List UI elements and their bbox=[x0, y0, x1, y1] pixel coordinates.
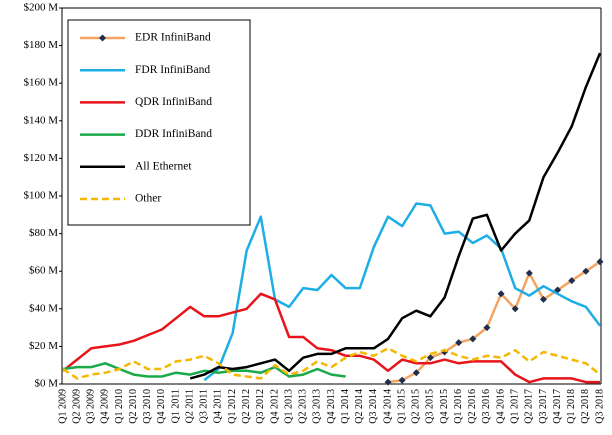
y-tick-label: $20 M bbox=[29, 340, 58, 352]
y-tick-label: $120 M bbox=[23, 152, 58, 164]
legend-label: FDR InfiniBand bbox=[135, 64, 210, 76]
point-marker bbox=[398, 376, 406, 384]
x-tick-label: Q2 2010 bbox=[128, 389, 139, 424]
x-tick-label: Q3 2013 bbox=[312, 389, 323, 424]
point-marker bbox=[384, 378, 392, 386]
x-tick-label: Q4 2017 bbox=[552, 389, 563, 424]
point-marker bbox=[412, 369, 420, 377]
x-tick-label: Q2 2015 bbox=[411, 389, 422, 424]
point-marker bbox=[568, 277, 576, 285]
y-tick-label: $140 M bbox=[23, 114, 58, 126]
x-tick-label: Q3 2018 bbox=[594, 389, 605, 424]
point-marker bbox=[596, 258, 604, 266]
x-tick-label: Q4 2013 bbox=[326, 389, 337, 424]
x-tick-label: Q4 2010 bbox=[156, 389, 167, 424]
x-tick-label: Q1 2010 bbox=[114, 389, 125, 424]
y-tick-label: $40 M bbox=[29, 302, 58, 314]
series-line bbox=[62, 362, 346, 378]
point-marker bbox=[582, 267, 590, 275]
point-marker bbox=[497, 290, 505, 298]
x-tick-label: Q1 2017 bbox=[510, 389, 521, 424]
x-tick-label: Q4 2009 bbox=[100, 389, 111, 424]
legend-label: All Ethernet bbox=[135, 160, 192, 172]
y-tick-label: $200 M bbox=[23, 2, 58, 14]
legend-label: DDR InfiniBand bbox=[135, 128, 212, 140]
x-tick-label: Q2 2014 bbox=[354, 389, 365, 424]
x-tick-label: Q3 2014 bbox=[368, 389, 379, 424]
series-line bbox=[189, 52, 602, 380]
x-tick-label: Q1 2009 bbox=[57, 389, 68, 424]
series-line bbox=[387, 260, 601, 384]
point-marker bbox=[469, 335, 477, 343]
y-tick-label: $80 M bbox=[29, 227, 58, 239]
x-tick-label: Q3 2017 bbox=[538, 389, 549, 424]
x-tick-label: Q2 2012 bbox=[241, 389, 252, 424]
point-marker bbox=[483, 324, 491, 332]
x-tick-label: Q1 2012 bbox=[227, 389, 238, 424]
legend-label: QDR InfiniBand bbox=[135, 96, 212, 108]
x-tick-label: Q1 2013 bbox=[283, 389, 294, 424]
series-line bbox=[62, 292, 600, 384]
x-tick-label: Q3 2015 bbox=[425, 389, 436, 424]
series-line bbox=[62, 347, 601, 380]
legend-box bbox=[67, 19, 251, 226]
x-tick-label: Q3 2011 bbox=[199, 389, 210, 423]
y-tick-label: $160 M bbox=[23, 77, 58, 89]
x-tick-label: Q2 2011 bbox=[184, 389, 195, 423]
x-tick-label: Q2 2009 bbox=[71, 389, 82, 424]
x-tick-label: Q3 2012 bbox=[255, 389, 266, 424]
x-tick-label: Q3 2016 bbox=[481, 389, 492, 424]
series-line bbox=[203, 202, 601, 382]
point-marker bbox=[455, 339, 463, 347]
point-marker bbox=[511, 305, 519, 313]
x-tick-label: Q1 2014 bbox=[340, 389, 351, 424]
x-tick-label: Q2 2018 bbox=[580, 389, 591, 424]
x-tick-label: Q1 2016 bbox=[453, 389, 464, 424]
x-tick-label: Q3 2009 bbox=[86, 389, 97, 424]
y-tick-label: $100 M bbox=[23, 190, 58, 202]
x-tick-label: Q1 2018 bbox=[566, 389, 577, 424]
y-tick-label: $180 M bbox=[23, 39, 58, 51]
x-tick-label: Q4 2014 bbox=[382, 389, 393, 424]
x-tick-label: Q3 2010 bbox=[142, 389, 153, 424]
point-marker bbox=[539, 295, 547, 303]
point-marker bbox=[426, 354, 434, 362]
x-tick-label: Q1 2015 bbox=[396, 389, 407, 424]
point-marker bbox=[525, 269, 533, 277]
x-tick-label: Q4 2012 bbox=[269, 389, 280, 424]
y-tick-label: $60 M bbox=[29, 265, 58, 277]
x-tick-label: Q4 2016 bbox=[495, 389, 506, 424]
x-tick-label: Q2 2017 bbox=[524, 389, 535, 424]
x-tick-label: Q2 2013 bbox=[298, 389, 309, 424]
legend-label: Other bbox=[135, 193, 161, 205]
x-tick-label: Q4 2011 bbox=[213, 389, 224, 423]
legend-marker bbox=[99, 34, 106, 42]
legend-label: EDR InfiniBand bbox=[135, 32, 211, 44]
x-tick-label: Q2 2016 bbox=[467, 389, 478, 424]
x-tick-label: Q1 2011 bbox=[170, 389, 181, 423]
y-tick-label: $0 M bbox=[34, 378, 58, 390]
x-tick-label: Q4 2015 bbox=[439, 389, 450, 424]
